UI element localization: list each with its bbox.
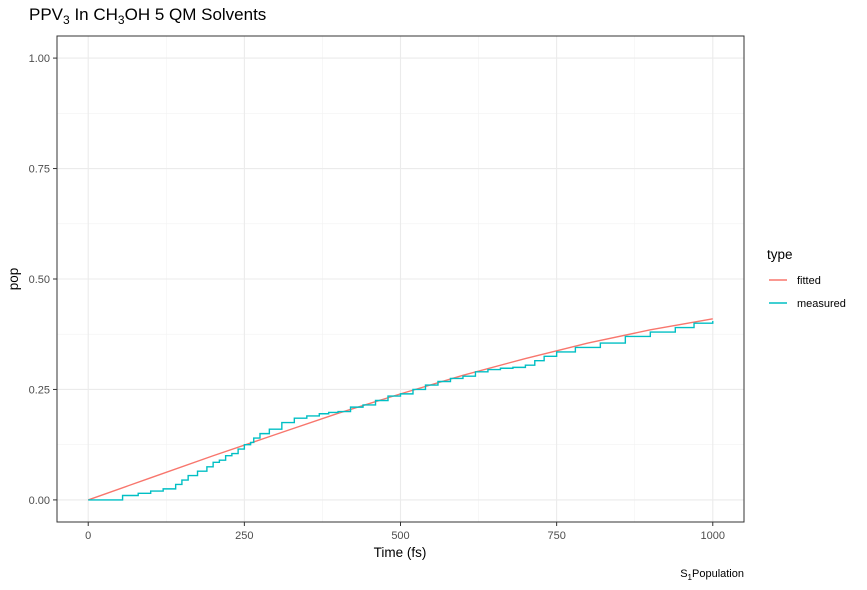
legend-label-measured: measured [797,298,846,310]
legend-title: type [767,247,793,262]
plot-panel: 0 250 500 750 1000 0.00 0.25 0.50 0.75 1.00 [29,35,745,542]
y-tick-label: 0.00 [29,495,50,507]
y-tick-label: 0.75 [29,164,50,176]
y-tick-label: 1.00 [29,53,50,65]
y-axis-title: pop [6,268,21,291]
chart-title: PPV3 In CH3OH 5 QM Solvents [29,5,266,27]
x-tick-label: 750 [547,530,565,542]
y-tick-label: 0.25 [29,384,50,396]
x-axis-title: Time (fs) [374,545,427,560]
legend: type fitted measured [767,247,846,310]
x-tick-label: 1000 [701,530,725,542]
x-tick-label: 250 [235,530,253,542]
y-tick-label: 0.50 [29,274,50,286]
caption: S1Population [680,568,744,582]
series-line-measured [88,320,714,501]
x-tick-label: 0 [85,530,91,542]
legend-label-fitted: fitted [797,275,821,287]
x-tick-label: 500 [391,530,409,542]
